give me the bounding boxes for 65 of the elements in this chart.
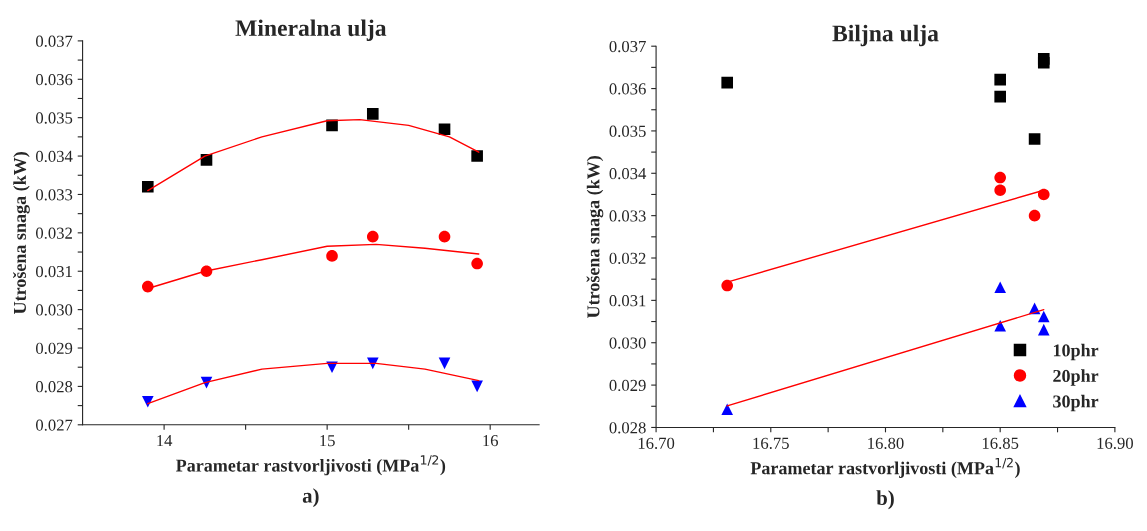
point — [721, 403, 734, 416]
point — [994, 90, 1006, 103]
x-tick-label: 14 — [157, 435, 173, 447]
point — [366, 230, 379, 243]
y-tick-label: 0.033 — [609, 210, 646, 222]
point — [994, 281, 1006, 294]
y-tick-label: 0.037 — [609, 40, 646, 53]
point — [1028, 133, 1041, 145]
point — [438, 230, 451, 243]
point — [366, 108, 379, 120]
y-tick-label: 0.032 — [36, 227, 72, 239]
x-axis-title: Parametar rastvorljivosti (MPa$^{1/2}$) — [176, 455, 446, 476]
x-axis-title: Parametar rastvorljivosti (MPa$^{1/2}$) — [750, 457, 1020, 478]
point — [1037, 323, 1050, 336]
x-tick-label: 16.75 — [753, 437, 789, 449]
y-tick-label: 0.036 — [609, 83, 646, 95]
y-tick-label: 0.033 — [36, 189, 73, 201]
point — [994, 184, 1006, 197]
chart-title: Biljna ulja — [832, 24, 939, 47]
y-tick-label: 0.027 — [36, 419, 73, 431]
x-tick-label: 16.70 — [638, 437, 675, 449]
y-axis-title: Utrošena snaga (kW) — [13, 152, 30, 314]
legend-label: 20phr — [1053, 369, 1099, 386]
x-tick-label: 16.85 — [982, 437, 1019, 449]
x-tick-label: 16.90 — [1097, 437, 1133, 449]
y-tick-label: 0.034 — [609, 167, 647, 180]
y-tick-label: 0.031 — [609, 295, 646, 307]
y-tick-label: 0.036 — [36, 73, 73, 86]
y-tick-label: 0.028 — [36, 381, 73, 393]
x-tick-label: 15 — [320, 435, 335, 447]
point — [994, 73, 1006, 86]
text: a) — [302, 488, 319, 508]
point — [471, 257, 483, 270]
y-tick-label: 0.030 — [609, 337, 646, 349]
x-tick-label: 16.80 — [868, 437, 904, 449]
point — [438, 357, 451, 370]
y-tick-label: 0.037 — [36, 35, 73, 47]
y-tick-label: 0.030 — [36, 304, 73, 316]
chart-title: Mineralna ulja — [235, 19, 387, 41]
point — [721, 279, 734, 292]
y-tick-label: 0.029 — [609, 379, 646, 392]
point — [1037, 56, 1050, 69]
point — [994, 319, 1006, 332]
point — [1028, 209, 1041, 222]
y-tick-label: 0.035 — [36, 112, 73, 124]
point — [326, 250, 338, 262]
y-tick-label: 0.029 — [36, 342, 73, 355]
point — [1037, 310, 1050, 323]
x-tick-label: 16 — [483, 435, 499, 447]
y-tick-label: 0.028 — [609, 422, 646, 434]
legend-label: 10phr — [1053, 343, 1099, 361]
point — [721, 76, 734, 89]
point — [438, 123, 451, 135]
legend-label: 30phr — [1053, 394, 1099, 412]
y-tick-label: 0.035 — [609, 125, 646, 137]
point — [141, 395, 154, 408]
text: b) — [876, 490, 894, 510]
point — [471, 150, 483, 162]
y-tick-label: 0.034 — [36, 150, 73, 163]
y-tick-label: 0.031 — [36, 265, 72, 278]
y-tick-label: 0.032 — [609, 252, 646, 265]
point — [141, 180, 154, 193]
y-axis-title: Utrošena snaga (kW) — [586, 156, 604, 318]
point — [994, 171, 1006, 184]
point — [1037, 188, 1050, 201]
